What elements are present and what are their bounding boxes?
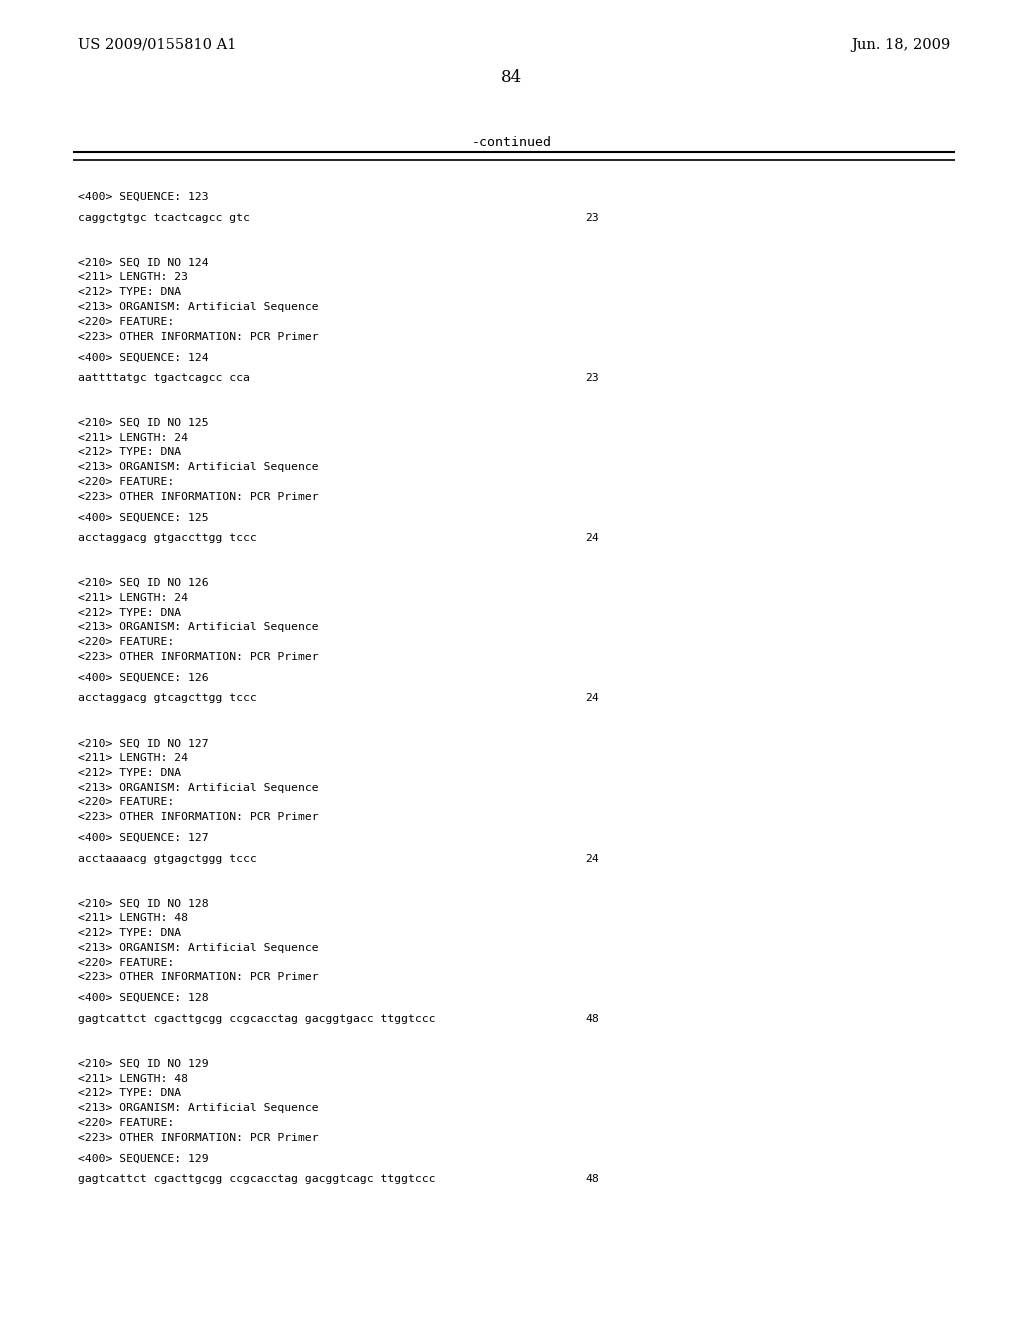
Text: <223> OTHER INFORMATION: PCR Primer: <223> OTHER INFORMATION: PCR Primer: [78, 973, 318, 982]
Text: <213> ORGANISM: Artificial Sequence: <213> ORGANISM: Artificial Sequence: [78, 942, 318, 953]
Text: <211> LENGTH: 48: <211> LENGTH: 48: [78, 1073, 188, 1084]
Text: 84: 84: [502, 70, 522, 87]
Text: <223> OTHER INFORMATION: PCR Primer: <223> OTHER INFORMATION: PCR Primer: [78, 492, 318, 502]
Text: <400> SEQUENCE: 123: <400> SEQUENCE: 123: [78, 191, 209, 202]
Text: <213> ORGANISM: Artificial Sequence: <213> ORGANISM: Artificial Sequence: [78, 302, 318, 312]
Text: <223> OTHER INFORMATION: PCR Primer: <223> OTHER INFORMATION: PCR Primer: [78, 812, 318, 822]
Text: acctaaaacg gtgagctggg tccc: acctaaaacg gtgagctggg tccc: [78, 854, 257, 863]
Text: <220> FEATURE:: <220> FEATURE:: [78, 317, 174, 327]
Text: <210> SEQ ID NO 127: <210> SEQ ID NO 127: [78, 738, 209, 748]
Text: 48: 48: [585, 1014, 599, 1024]
Text: <400> SEQUENCE: 126: <400> SEQUENCE: 126: [78, 673, 209, 682]
Text: <210> SEQ ID NO 129: <210> SEQ ID NO 129: [78, 1059, 209, 1069]
Text: <211> LENGTH: 24: <211> LENGTH: 24: [78, 752, 188, 763]
Text: <220> FEATURE:: <220> FEATURE:: [78, 638, 174, 647]
Text: 24: 24: [585, 854, 599, 863]
Text: <400> SEQUENCE: 124: <400> SEQUENCE: 124: [78, 352, 209, 362]
Text: <223> OTHER INFORMATION: PCR Primer: <223> OTHER INFORMATION: PCR Primer: [78, 1133, 318, 1143]
Text: <210> SEQ ID NO 125: <210> SEQ ID NO 125: [78, 417, 209, 428]
Text: <220> FEATURE:: <220> FEATURE:: [78, 797, 174, 808]
Text: caggctgtgc tcactcagcc gtc: caggctgtgc tcactcagcc gtc: [78, 213, 250, 223]
Text: 24: 24: [585, 533, 599, 544]
Text: <212> TYPE: DNA: <212> TYPE: DNA: [78, 1088, 181, 1098]
Text: <212> TYPE: DNA: <212> TYPE: DNA: [78, 288, 181, 297]
Text: <213> ORGANISM: Artificial Sequence: <213> ORGANISM: Artificial Sequence: [78, 623, 318, 632]
Text: <211> LENGTH: 24: <211> LENGTH: 24: [78, 593, 188, 603]
Text: acctaggacg gtcagcttgg tccc: acctaggacg gtcagcttgg tccc: [78, 693, 257, 704]
Text: <220> FEATURE:: <220> FEATURE:: [78, 958, 174, 968]
Text: <211> LENGTH: 24: <211> LENGTH: 24: [78, 433, 188, 442]
Text: <220> FEATURE:: <220> FEATURE:: [78, 1118, 174, 1127]
Text: 24: 24: [585, 693, 599, 704]
Text: <400> SEQUENCE: 125: <400> SEQUENCE: 125: [78, 512, 209, 523]
Text: <210> SEQ ID NO 124: <210> SEQ ID NO 124: [78, 257, 209, 268]
Text: US 2009/0155810 A1: US 2009/0155810 A1: [78, 38, 237, 51]
Text: <400> SEQUENCE: 129: <400> SEQUENCE: 129: [78, 1154, 209, 1163]
Text: -continued: -continued: [472, 136, 552, 149]
Text: <212> TYPE: DNA: <212> TYPE: DNA: [78, 768, 181, 777]
Text: <400> SEQUENCE: 128: <400> SEQUENCE: 128: [78, 993, 209, 1003]
Text: <210> SEQ ID NO 126: <210> SEQ ID NO 126: [78, 578, 209, 587]
Text: acctaggacg gtgaccttgg tccc: acctaggacg gtgaccttgg tccc: [78, 533, 257, 544]
Text: <211> LENGTH: 48: <211> LENGTH: 48: [78, 913, 188, 923]
Text: <212> TYPE: DNA: <212> TYPE: DNA: [78, 447, 181, 457]
Text: <212> TYPE: DNA: <212> TYPE: DNA: [78, 928, 181, 939]
Text: gagtcattct cgacttgcgg ccgcacctag gacggtcagc ttggtccc: gagtcattct cgacttgcgg ccgcacctag gacggtc…: [78, 1175, 435, 1184]
Text: <211> LENGTH: 23: <211> LENGTH: 23: [78, 272, 188, 282]
Text: gagtcattct cgacttgcgg ccgcacctag gacggtgacc ttggtccc: gagtcattct cgacttgcgg ccgcacctag gacggtg…: [78, 1014, 435, 1024]
Text: <400> SEQUENCE: 127: <400> SEQUENCE: 127: [78, 833, 209, 843]
Text: <213> ORGANISM: Artificial Sequence: <213> ORGANISM: Artificial Sequence: [78, 462, 318, 473]
Text: <213> ORGANISM: Artificial Sequence: <213> ORGANISM: Artificial Sequence: [78, 1104, 318, 1113]
Text: <223> OTHER INFORMATION: PCR Primer: <223> OTHER INFORMATION: PCR Primer: [78, 331, 318, 342]
Text: Jun. 18, 2009: Jun. 18, 2009: [851, 38, 950, 51]
Text: <220> FEATURE:: <220> FEATURE:: [78, 477, 174, 487]
Text: 48: 48: [585, 1175, 599, 1184]
Text: 23: 23: [585, 213, 599, 223]
Text: 23: 23: [585, 374, 599, 383]
Text: <213> ORGANISM: Artificial Sequence: <213> ORGANISM: Artificial Sequence: [78, 783, 318, 792]
Text: <212> TYPE: DNA: <212> TYPE: DNA: [78, 607, 181, 618]
Text: aattttatgc tgactcagcc cca: aattttatgc tgactcagcc cca: [78, 374, 250, 383]
Text: <210> SEQ ID NO 128: <210> SEQ ID NO 128: [78, 899, 209, 908]
Text: <223> OTHER INFORMATION: PCR Primer: <223> OTHER INFORMATION: PCR Primer: [78, 652, 318, 663]
